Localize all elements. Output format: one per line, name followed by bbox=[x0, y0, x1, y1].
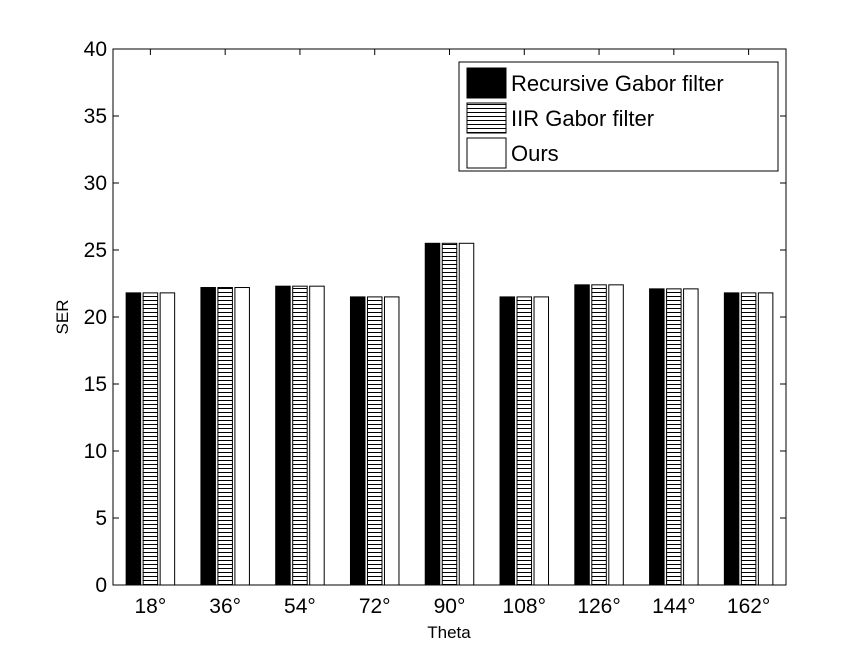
x-tick-label: 54° bbox=[284, 595, 316, 618]
x-tick-label: 144° bbox=[652, 595, 695, 618]
x-tick-label: 108° bbox=[503, 595, 546, 618]
legend-box bbox=[458, 61, 779, 172]
bar-3 bbox=[159, 292, 176, 586]
y-axis-title: SER bbox=[53, 300, 72, 335]
y-tick-label: 25 bbox=[84, 239, 107, 262]
legend-swatch bbox=[466, 67, 507, 99]
bar-3 bbox=[383, 296, 400, 586]
bar-1 bbox=[723, 292, 740, 586]
x-axis-title: Theta bbox=[427, 623, 471, 642]
x-tick-label: 90° bbox=[434, 595, 466, 618]
y-tick-label: 35 bbox=[84, 105, 107, 128]
legend: Recursive Gabor filter IIR Gabor filter Ou… bbox=[458, 61, 779, 172]
bar-3 bbox=[533, 296, 550, 586]
bar-2 bbox=[740, 292, 757, 586]
bar-3 bbox=[757, 292, 774, 586]
bar-3 bbox=[458, 242, 475, 586]
bar-1 bbox=[349, 296, 366, 586]
bar-2 bbox=[666, 288, 682, 586]
bar-1 bbox=[499, 296, 516, 586]
bar-2 bbox=[591, 284, 607, 586]
bar-2 bbox=[516, 296, 533, 586]
bar-2 bbox=[366, 296, 383, 586]
bar-2 bbox=[441, 242, 458, 586]
legend-swatch bbox=[466, 102, 507, 134]
x-tick-label: 162° bbox=[727, 595, 770, 618]
bar-1 bbox=[424, 242, 441, 586]
y-tick-label: 5 bbox=[95, 507, 107, 530]
x-tick-label: 126° bbox=[577, 595, 620, 618]
legend-label: Ours bbox=[511, 141, 559, 166]
x-tick-label: 72° bbox=[359, 595, 391, 618]
y-tick-label: 20 bbox=[84, 306, 107, 329]
y-tick-label: 40 bbox=[84, 38, 107, 61]
x-axis: 18° 36° 54° 72° 90° 108° 126° 144° 162° bbox=[135, 49, 770, 618]
bar-1 bbox=[649, 288, 665, 586]
y-tick-label: 10 bbox=[84, 440, 107, 463]
bars bbox=[125, 242, 774, 586]
y-axis: 0 5 10 15 20 25 30 35 40 bbox=[84, 38, 786, 597]
x-tick-label: 36° bbox=[209, 595, 241, 618]
legend-swatch bbox=[466, 137, 507, 169]
y-tick-label: 15 bbox=[84, 373, 107, 396]
bar-3 bbox=[309, 285, 325, 586]
x-tick-label: 18° bbox=[135, 595, 167, 618]
legend-label: Recursive Gabor filter bbox=[511, 71, 724, 96]
bar-2 bbox=[217, 287, 233, 586]
bar-3 bbox=[683, 288, 699, 586]
bar-1 bbox=[200, 287, 216, 586]
bar-1 bbox=[275, 285, 291, 586]
bar-2 bbox=[142, 292, 159, 586]
bar-1 bbox=[574, 284, 590, 586]
bar-1 bbox=[125, 292, 142, 586]
bar-3 bbox=[234, 287, 250, 586]
legend-label: IIR Gabor filter bbox=[511, 106, 654, 131]
y-tick-label: 0 bbox=[95, 574, 107, 597]
bar-3 bbox=[608, 284, 624, 586]
bar-2 bbox=[292, 285, 308, 586]
y-tick-label: 30 bbox=[84, 172, 107, 195]
